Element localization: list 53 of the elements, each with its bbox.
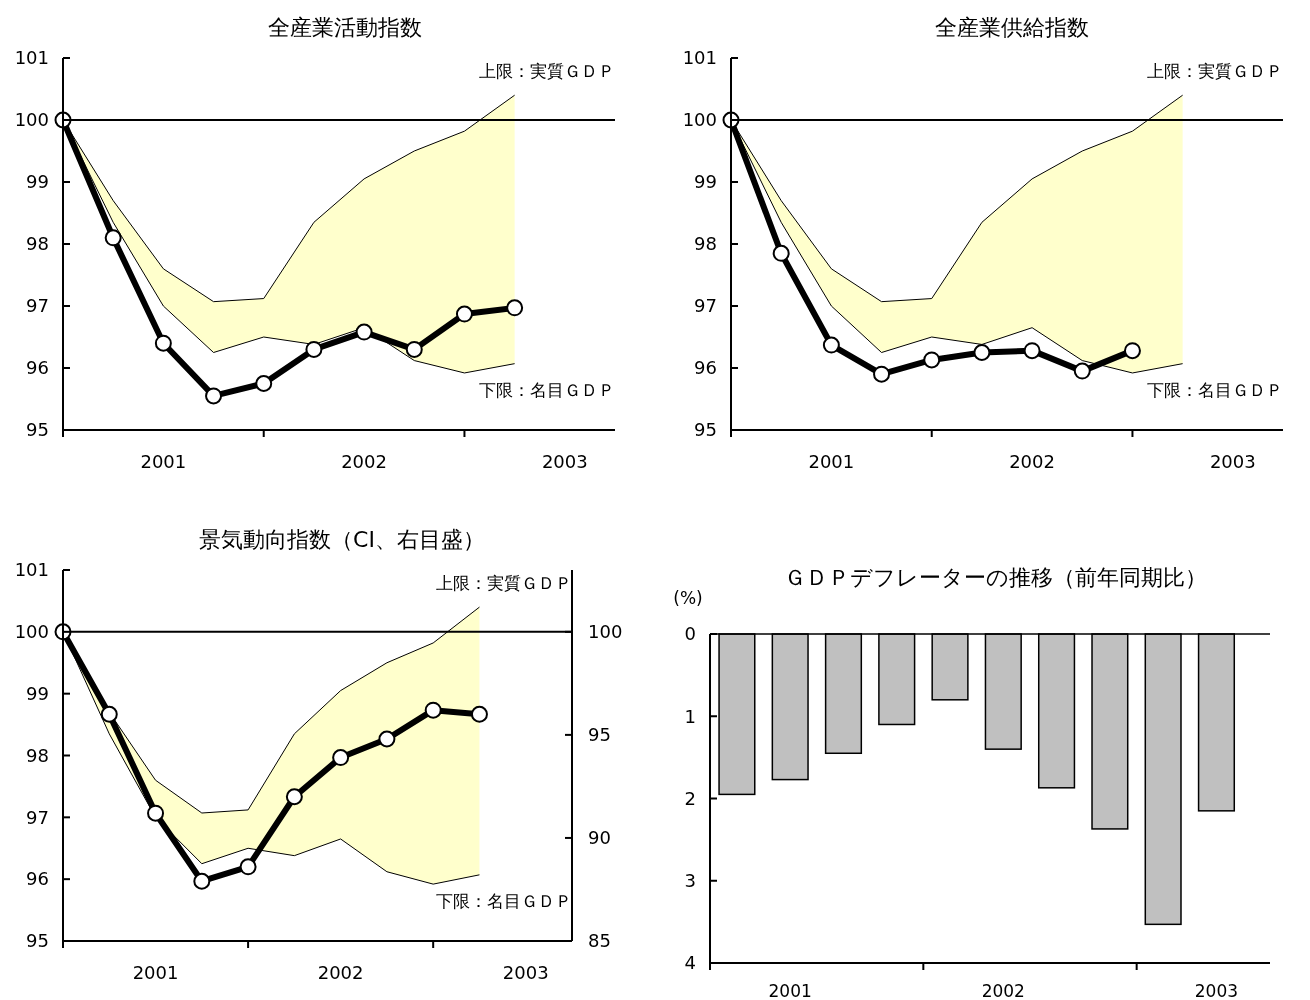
y-tick-label: 101 <box>14 47 49 69</box>
annotation: 下限：名目ＧＤＰ <box>436 890 572 911</box>
y-tick-label: 3 <box>684 870 696 892</box>
y-tick-label: 100 <box>14 109 49 131</box>
x-tick-label: 2003 <box>1209 451 1256 472</box>
y-tick-label: 0 <box>684 623 696 645</box>
y-tick-label: 2 <box>684 787 696 809</box>
y-tick-label: 99 <box>26 171 49 193</box>
annotation: 上限：実質ＧＤＰ <box>478 61 615 82</box>
y-tick-label: 101 <box>682 47 717 69</box>
x-tick-label: 2002 <box>317 962 364 983</box>
y-tick-label: 98 <box>26 233 49 255</box>
y2-tick-label: 95 <box>588 724 611 746</box>
annotation: 下限：名目ＧＤＰ <box>478 379 615 400</box>
x-tick-label: 2001 <box>140 451 187 472</box>
x-tick-label: 2002 <box>1009 451 1055 472</box>
y-tick-label: 97 <box>26 806 49 828</box>
y-tick-label: 96 <box>694 357 717 379</box>
x-tick-label: 2002 <box>981 981 1025 1000</box>
y-tick-label: 96 <box>26 357 49 379</box>
chart-title: 景気動向指数（CI、右目盛） <box>199 527 485 552</box>
annotation: 上限：実質ＧＤＰ <box>1146 61 1283 82</box>
y-tick-label: 1 <box>684 705 696 727</box>
y-tick-label: 4 <box>684 952 696 974</box>
y2-tick-label: 85 <box>588 930 611 952</box>
chart-title: 全産業活動指数 <box>268 15 422 40</box>
y-tick-label: 99 <box>694 171 717 193</box>
x-tick-label: 2003 <box>1194 981 1239 1000</box>
x-tick-label: 2001 <box>132 962 179 983</box>
x-tick-label: 2003 <box>541 451 588 472</box>
y-tick-label: 95 <box>694 419 717 441</box>
y-tick-label: 100 <box>682 109 717 131</box>
y-tick-label: 98 <box>694 233 717 255</box>
chart-title: 全産業供給指数 <box>935 15 1089 40</box>
annotation: 上限：実質ＧＤＰ <box>436 573 572 594</box>
x-tick-label: 2003 <box>502 962 549 983</box>
y-tick-label: 97 <box>694 295 717 317</box>
y-tick-label: 101 <box>14 559 49 581</box>
y-tick-label: 98 <box>26 744 49 766</box>
y-tick-label: 96 <box>26 868 49 890</box>
x-tick-label: 2002 <box>341 451 387 472</box>
y2-tick-label: 100 <box>588 621 623 643</box>
y2-tick-label: 90 <box>588 827 611 849</box>
annotation: 下限：名目ＧＤＰ <box>1146 379 1283 400</box>
chart-title: ＧＤＰデフレーターの推移（前年同期比） <box>783 565 1207 590</box>
y-axis-title: (%) <box>673 588 703 608</box>
y-tick-label: 99 <box>26 682 49 704</box>
y-tick-label: 97 <box>26 295 49 317</box>
x-tick-label: 2001 <box>808 451 855 472</box>
y-tick-label: 95 <box>26 930 49 952</box>
x-tick-label: 2001 <box>768 981 812 1000</box>
y-tick-label: 95 <box>26 419 49 441</box>
y-tick-label: 100 <box>14 621 49 643</box>
